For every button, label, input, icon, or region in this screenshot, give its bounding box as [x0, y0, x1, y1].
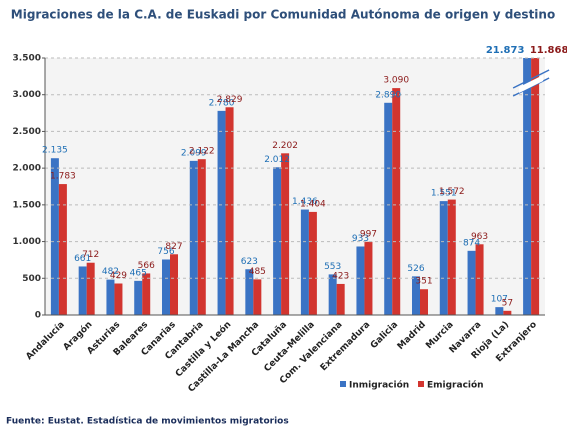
- value-label: 756: [157, 247, 174, 257]
- y-tick-label: 3.500: [13, 54, 41, 64]
- bar: [336, 283, 345, 315]
- bar: [420, 289, 428, 315]
- value-label: 827: [165, 242, 182, 252]
- value-label: 661: [74, 254, 91, 264]
- legend-label: Emigración: [427, 380, 484, 391]
- source: Fuente: Eustat. Estadística de movimient…: [6, 417, 289, 427]
- bar: [328, 274, 337, 315]
- value-label: 429: [110, 271, 127, 281]
- value-label: 482: [102, 267, 119, 277]
- value-label: 11.868: [530, 45, 567, 56]
- value-label: 526: [407, 264, 424, 274]
- value-label: 566: [138, 261, 155, 271]
- value-label: 2.890: [375, 90, 401, 100]
- value-label: 21.873: [486, 45, 525, 56]
- value-label: 1.572: [439, 187, 465, 197]
- bar: [364, 241, 373, 315]
- value-label: 2.135: [42, 146, 68, 156]
- bar: [447, 199, 456, 315]
- value-label: 2.202: [272, 141, 298, 151]
- value-label: 485: [249, 267, 266, 277]
- value-label: 465: [130, 268, 147, 278]
- bar: [50, 158, 59, 315]
- bar: [58, 184, 67, 315]
- bar: [162, 259, 170, 315]
- value-label: 1.436: [292, 197, 318, 207]
- legend-swatch: [418, 381, 424, 387]
- plot-area: [45, 58, 545, 315]
- bar: [300, 209, 309, 315]
- bar: [142, 273, 151, 315]
- bar: [78, 266, 87, 315]
- bar: [114, 283, 123, 315]
- bar: [384, 102, 393, 315]
- bar: [86, 262, 95, 315]
- value-label: 2.780: [209, 98, 235, 108]
- value-label: 1.551: [431, 189, 457, 199]
- bar: [134, 280, 143, 315]
- bar: [523, 58, 532, 315]
- legend-label: Inmigración: [349, 380, 409, 391]
- value-label: 712: [82, 250, 99, 260]
- value-label: 874: [463, 238, 480, 248]
- value-label: 933: [352, 234, 369, 244]
- y-tick-label: 3.000: [13, 90, 41, 100]
- bar: [245, 269, 254, 315]
- value-label: 623: [241, 257, 258, 267]
- value-label: 3.090: [383, 76, 409, 86]
- bar: [475, 244, 484, 315]
- bar: [356, 246, 365, 315]
- axis-break-gap: [519, 75, 544, 93]
- chart-title: Migraciones de la C.A. de Euskadi por Co…: [11, 8, 555, 22]
- bar: [197, 159, 206, 315]
- value-label: 2.829: [217, 95, 243, 105]
- y-tick-label: 1.500: [13, 200, 41, 210]
- bars: [50, 58, 540, 316]
- value-label: 107: [491, 295, 508, 305]
- bar: [439, 201, 448, 315]
- y-tick-label: 0: [35, 311, 41, 321]
- legend-swatch: [340, 381, 346, 387]
- bar: [217, 110, 226, 316]
- value-label: 2.012: [264, 155, 290, 165]
- value-label: 423: [332, 271, 349, 281]
- bar: [392, 88, 401, 315]
- bar: [412, 276, 420, 315]
- y-tick-label: 2.500: [13, 127, 41, 137]
- bar: [106, 279, 115, 315]
- value-label: 1.783: [50, 172, 76, 182]
- y-tick-label: 500: [22, 274, 41, 284]
- value-label: 351: [415, 277, 432, 287]
- y-tick-label: 1.000: [13, 237, 41, 247]
- bar: [189, 160, 198, 315]
- y-tick-label: 2.000: [13, 164, 41, 174]
- value-label: 963: [471, 232, 488, 242]
- value-label: 57: [502, 298, 513, 308]
- bar: [503, 310, 512, 315]
- bar: [273, 167, 282, 315]
- value-label: 2.099: [181, 148, 207, 158]
- value-label: 2.122: [189, 147, 215, 157]
- bar: [495, 307, 504, 315]
- bar: [253, 279, 262, 315]
- bar: [281, 153, 290, 315]
- bar: [467, 250, 476, 315]
- bar: [225, 107, 234, 315]
- value-label: 1.404: [300, 199, 326, 209]
- bar: [308, 211, 317, 315]
- bar: [170, 254, 178, 315]
- value-label: 553: [324, 262, 341, 272]
- bar: [531, 58, 540, 315]
- value-label: 997: [360, 229, 377, 239]
